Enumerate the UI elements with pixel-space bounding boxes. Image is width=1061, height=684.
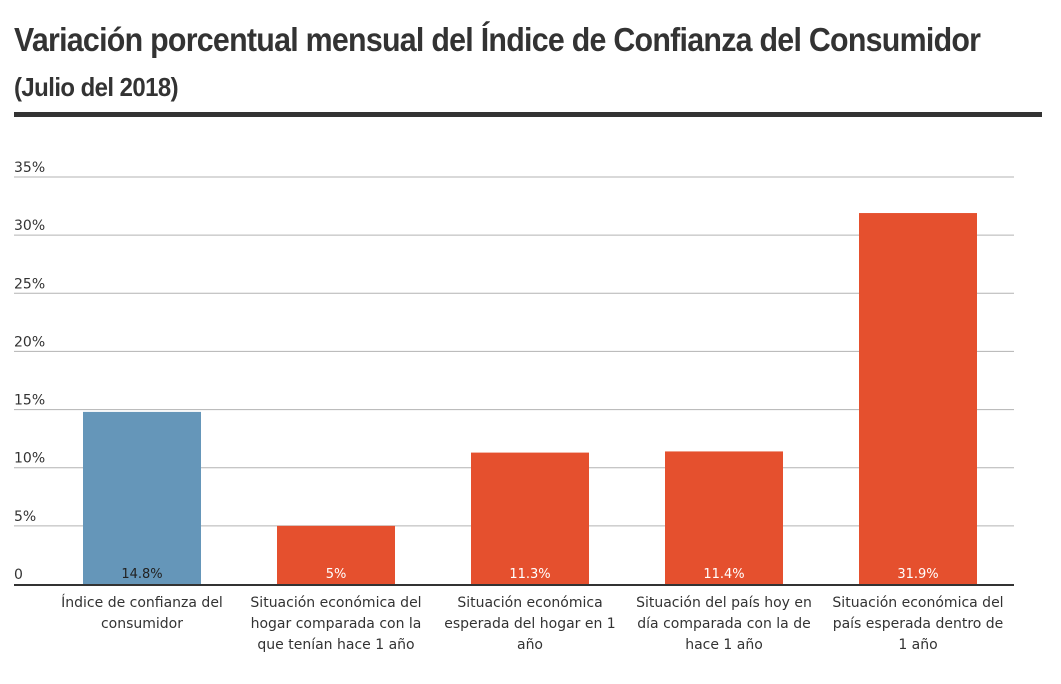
title-divider [14, 112, 1042, 117]
y-tick-label: 25% [14, 276, 45, 292]
x-category-label: Situación económica del hogar comparada … [250, 595, 422, 653]
y-tick-label: 30% [14, 218, 45, 234]
x-category-label: Situación del país hoy en día comparada … [636, 595, 812, 653]
chart-subtitle: (Julio del 2018) [14, 72, 179, 102]
bar [471, 452, 589, 584]
chart-title: Variación porcentual mensual del Índice … [14, 21, 981, 58]
y-tick-label: 15% [14, 393, 45, 409]
y-tick-label: 10% [14, 451, 45, 467]
y-tick-label: 5% [14, 509, 36, 525]
bar [859, 213, 977, 584]
bar [83, 411, 201, 584]
x-category-label: Situación económica del país esperada de… [832, 595, 1004, 653]
x-category-label: Situación económica esperada del hogar e… [444, 595, 616, 653]
bar-value-label: 31.9% [897, 567, 938, 582]
bar [277, 525, 395, 584]
bar [665, 451, 783, 584]
bar-value-label: 11.4% [703, 567, 744, 582]
bar-value-label: 14.8% [121, 567, 162, 582]
bar-value-label: 5% [326, 567, 347, 582]
y-tick-label: 35% [14, 160, 45, 176]
bar-value-label: 11.3% [509, 567, 550, 582]
y-tick-label: 20% [14, 334, 45, 350]
x-category-label: Índice de confianza del consumidor [61, 595, 223, 632]
y-tick-label: 0 [14, 567, 23, 583]
